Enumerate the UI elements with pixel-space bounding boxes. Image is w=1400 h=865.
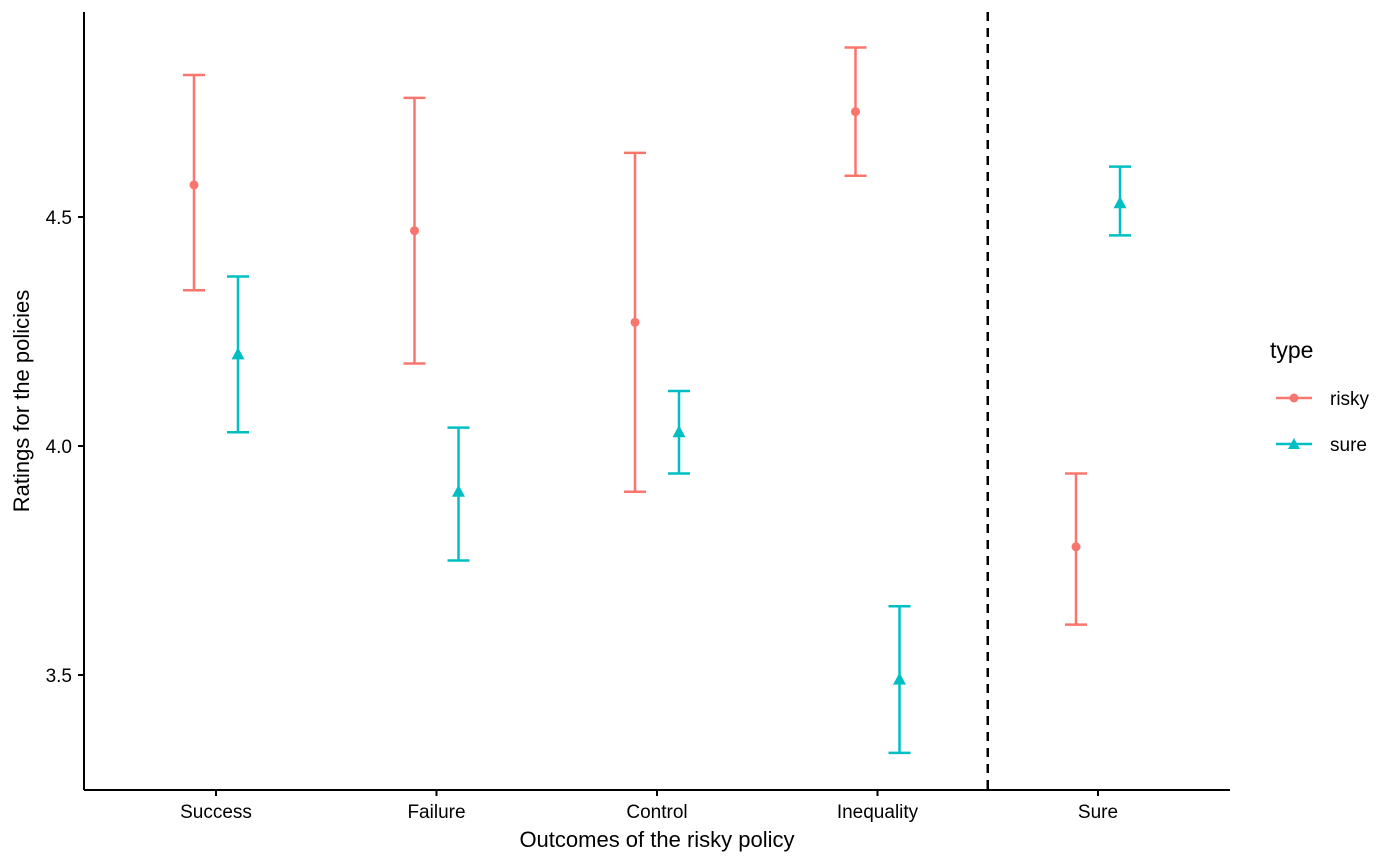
legend-key-sure-marker	[1288, 438, 1300, 449]
series-risky	[183, 46, 1087, 626]
x-tick-label: Control	[626, 802, 687, 823]
axes	[83, 12, 1230, 791]
y-ticks: 3.5 4.0 4.5	[46, 208, 84, 687]
point-sure	[893, 672, 906, 685]
x-tick-label: Success	[180, 802, 252, 823]
series-sure	[227, 165, 1131, 755]
point-risky	[410, 226, 419, 236]
y-axis-title: Ratings for the policies	[9, 290, 34, 513]
legend: type risky sure	[1270, 337, 1370, 456]
point-sure	[1113, 196, 1127, 209]
point-sure	[452, 484, 465, 497]
legend-label-risky: risky	[1330, 389, 1370, 410]
legend-label-sure: sure	[1330, 435, 1367, 456]
y-tick-label: 4.0	[46, 437, 72, 458]
y-tick-label: 3.5	[46, 666, 72, 687]
x-tick-label: Sure	[1078, 802, 1118, 823]
x-axis-title: Outcomes of the risky policy	[519, 827, 794, 852]
x-ticks: Success Failure Control Inequality Sure	[180, 790, 1118, 823]
plot-area	[183, 12, 1131, 790]
point-risky	[630, 317, 640, 327]
legend-item-risky: risky	[1276, 389, 1370, 410]
point-risky	[1071, 542, 1081, 552]
point-risky	[851, 107, 860, 117]
legend-title: type	[1270, 337, 1313, 363]
point-risky	[189, 180, 199, 190]
x-tick-label: Inequality	[837, 802, 919, 823]
point-sure	[231, 347, 245, 360]
y-tick-label: 4.5	[46, 208, 72, 229]
x-tick-label: Failure	[407, 802, 465, 823]
point-sure	[672, 425, 686, 438]
legend-key-risky-marker	[1289, 393, 1299, 403]
legend-item-sure: sure	[1276, 435, 1367, 456]
